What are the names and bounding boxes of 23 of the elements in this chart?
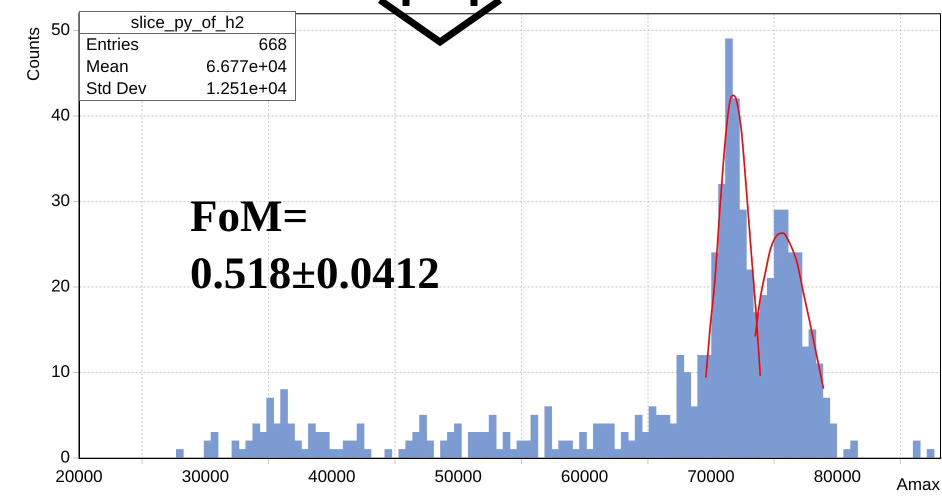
y-tick-label: 40: [51, 106, 70, 125]
annotation: 6.677e+04: [206, 56, 287, 78]
y-axis-title: Counts: [24, 26, 44, 83]
y-tick-label: 10: [51, 362, 70, 382]
x-axis-title: Amax: [896, 475, 940, 495]
annotation: 1.251e+04: [206, 78, 287, 100]
annotation: Entries: [86, 34, 139, 56]
y-tick-label: 50: [51, 20, 70, 39]
x-tick-label: 60000: [560, 466, 608, 486]
y-tick-label: 20: [51, 276, 70, 296]
x-tick-label: 30000: [182, 466, 230, 486]
x-tick-label: 80000: [814, 466, 861, 486]
x-tick-label: 70000: [687, 466, 735, 486]
x-tick-label: 50000: [434, 466, 482, 486]
annotation: 668: [258, 34, 287, 56]
annotation: Std Dev: [86, 78, 146, 100]
x-tick-label: 20000: [55, 466, 103, 486]
chart-title: slice_py_of_h2: [80, 12, 295, 34]
y-tick-label: 30: [51, 191, 70, 210]
y-tick-label: 0: [60, 448, 70, 467]
annotation: Mean: [86, 56, 129, 78]
x-tick-label: 40000: [308, 466, 356, 486]
annotation: FoM= 0.518±0.0412: [190, 190, 441, 300]
